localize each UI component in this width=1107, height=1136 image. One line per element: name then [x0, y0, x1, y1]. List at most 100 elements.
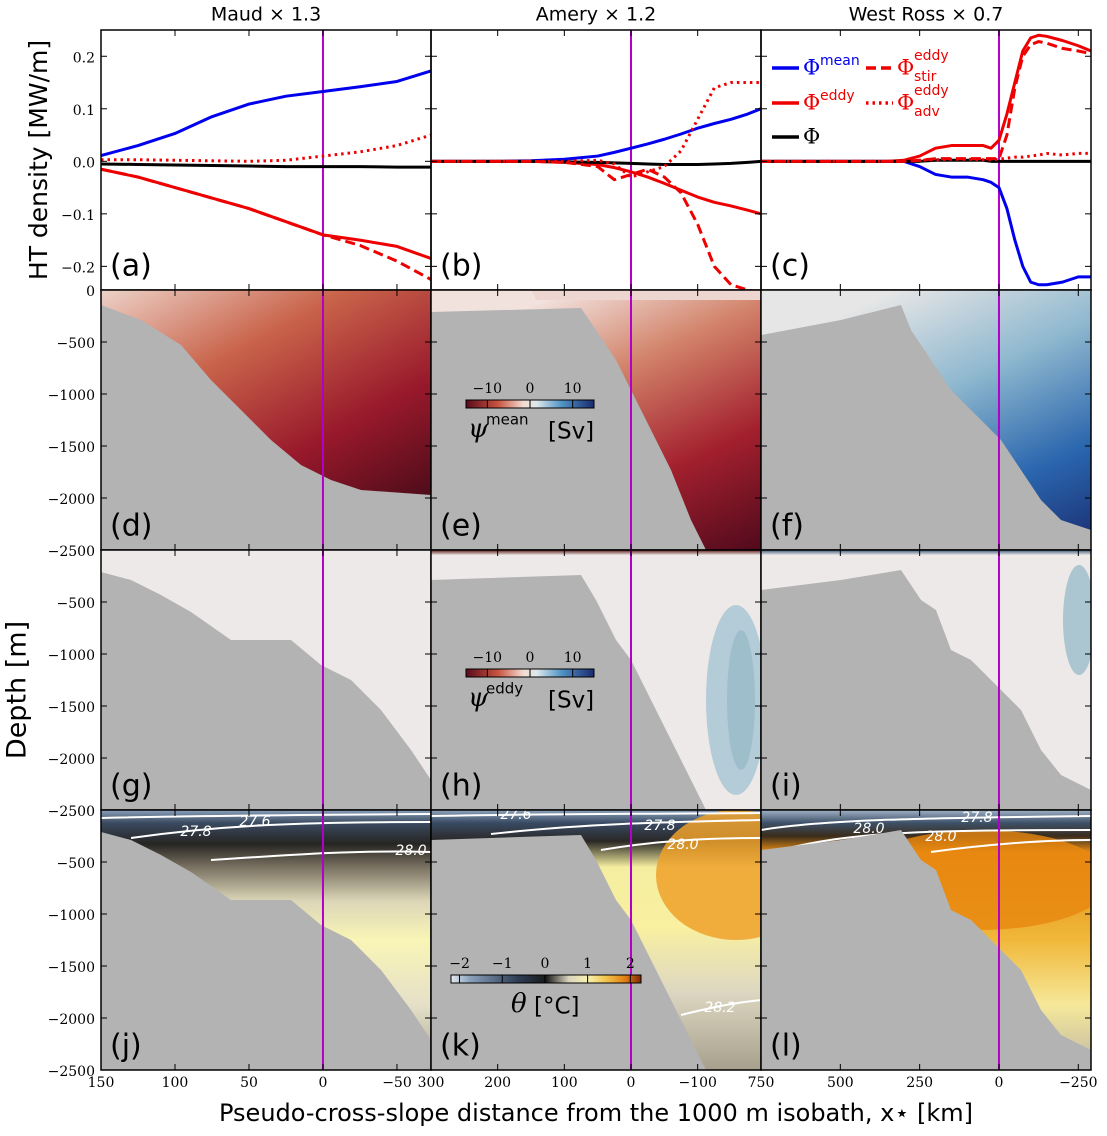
y-tick-label: −2500	[48, 1064, 95, 1080]
topography	[431, 308, 761, 550]
series-line	[761, 40, 1091, 163]
panel	[431, 550, 761, 810]
panel: 27.6 27.8 28.0 28.2	[431, 810, 761, 1070]
x-tick-label: 200	[484, 1075, 511, 1091]
contour-label: 28.0	[925, 829, 956, 845]
contour-label: 27.8	[180, 824, 211, 840]
legend-label-sub: adv	[914, 104, 940, 120]
x-tick-label: 300	[418, 1075, 445, 1091]
contour-label: 28.0	[853, 821, 884, 837]
legend-label-sup: eddy	[914, 48, 949, 64]
colorbar-symbol: θ	[511, 989, 527, 1019]
legend-label: Φ	[897, 91, 914, 115]
panel	[101, 550, 431, 810]
colorbar-unit: [°C]	[534, 994, 580, 1020]
colorbar-sup: mean	[486, 411, 529, 429]
x-tick-label: 0	[995, 1075, 1004, 1091]
series-line	[761, 159, 1091, 287]
y-tick-label: −500	[57, 596, 95, 612]
panel-label: (k)	[440, 1029, 481, 1064]
panel-label: (c)	[770, 249, 810, 284]
topography	[101, 832, 431, 1070]
contour-label: 28.0	[395, 843, 426, 859]
y-tick-label: −2000	[48, 1012, 95, 1028]
panel	[431, 290, 761, 550]
colorbar-tick-label: 0	[540, 956, 549, 972]
panel-label: (i)	[770, 769, 802, 804]
legend-label: Φ	[803, 91, 820, 115]
topography	[101, 305, 431, 550]
x-tick-label: 250	[906, 1075, 933, 1091]
isopycnal	[431, 812, 761, 817]
y-tick-label: 0.0	[73, 155, 95, 171]
isopycnal	[490, 819, 761, 835]
field-feature	[1063, 565, 1091, 675]
x-tick-label: 750	[748, 1075, 775, 1091]
y-tick-label: −500	[57, 856, 95, 872]
panel-label: (a)	[110, 249, 152, 284]
contour-label: 27.8	[644, 818, 675, 834]
x-tick-label: −250	[1059, 1075, 1097, 1091]
topography	[761, 305, 1091, 550]
x-tick-label: 500	[827, 1075, 854, 1091]
y-tick-label: 0.1	[73, 103, 95, 119]
colorbar-tick-label: −2	[449, 956, 470, 972]
colorbar-sup: eddy	[486, 680, 523, 698]
series-line	[101, 69, 431, 157]
colorbar-symbol: ψ	[468, 683, 489, 713]
colorbar-unit: [Sv]	[548, 688, 594, 714]
panel-label: (j)	[110, 1029, 142, 1064]
colorbar-tick-label: 10	[564, 381, 582, 397]
colorbar-tick-label: −10	[473, 381, 503, 397]
legend-label: Φ	[803, 125, 820, 149]
panel-label: (h)	[440, 769, 482, 804]
series-line	[101, 133, 431, 163]
y-tick-label: −1500	[48, 700, 95, 716]
y-tick-label: 0	[86, 284, 95, 300]
x-tick-label: 100	[162, 1075, 189, 1091]
panel-label: (d)	[110, 509, 152, 544]
panel-title: West Ross × 0.7	[849, 4, 1004, 26]
panel	[761, 30, 1091, 290]
y-tick-label: −2000	[48, 752, 95, 768]
field-feature	[656, 810, 761, 940]
legend-label-sup: mean	[820, 53, 860, 69]
colorbar-tick-label: 0	[526, 381, 535, 397]
panel	[101, 30, 431, 290]
isopycnal	[210, 850, 431, 861]
field-feature	[531, 290, 761, 300]
isopycnal	[130, 821, 431, 839]
legend-label-sup: eddy	[914, 83, 949, 99]
y-tick-label: −2500	[48, 804, 95, 820]
panel	[761, 290, 1091, 550]
topography	[431, 575, 761, 810]
colorbar-symbol: ψ	[468, 414, 489, 444]
panel-frame	[760, 809, 1092, 1071]
y-tick-label: −1000	[48, 388, 95, 404]
isopycnal	[930, 839, 1091, 853]
panel: 28.0 27.8 28.0	[761, 810, 1091, 1070]
colorbar-tick-label: 2	[626, 956, 635, 972]
legend-label: Φ	[897, 56, 914, 80]
x-tick-label: −100	[678, 1075, 716, 1091]
x-tick-label: 0	[627, 1075, 636, 1091]
x-tick-label: −50	[382, 1075, 412, 1091]
x-tick-label: 150	[88, 1075, 115, 1091]
legend-label-sup: eddy	[820, 88, 855, 104]
x-axis-label: Pseudo-cross-slope distance from the 100…	[219, 1099, 973, 1127]
y-axis-label: Depth [m]	[2, 621, 33, 759]
contour-label: 28.0	[667, 837, 698, 853]
panel	[101, 290, 431, 550]
colorbar-tick-label: 0	[526, 650, 535, 666]
isopycnal	[761, 815, 1091, 831]
topography	[101, 572, 431, 810]
colorbar-unit: [Sv]	[548, 419, 594, 445]
y-tick-label: −1000	[48, 908, 95, 924]
x-tick-label: 0	[319, 1075, 328, 1091]
panel-label: (f)	[770, 509, 804, 544]
series-line	[431, 159, 761, 216]
colorbar-tick-label: −1	[492, 956, 513, 972]
y-tick-label: 0.2	[73, 50, 95, 66]
